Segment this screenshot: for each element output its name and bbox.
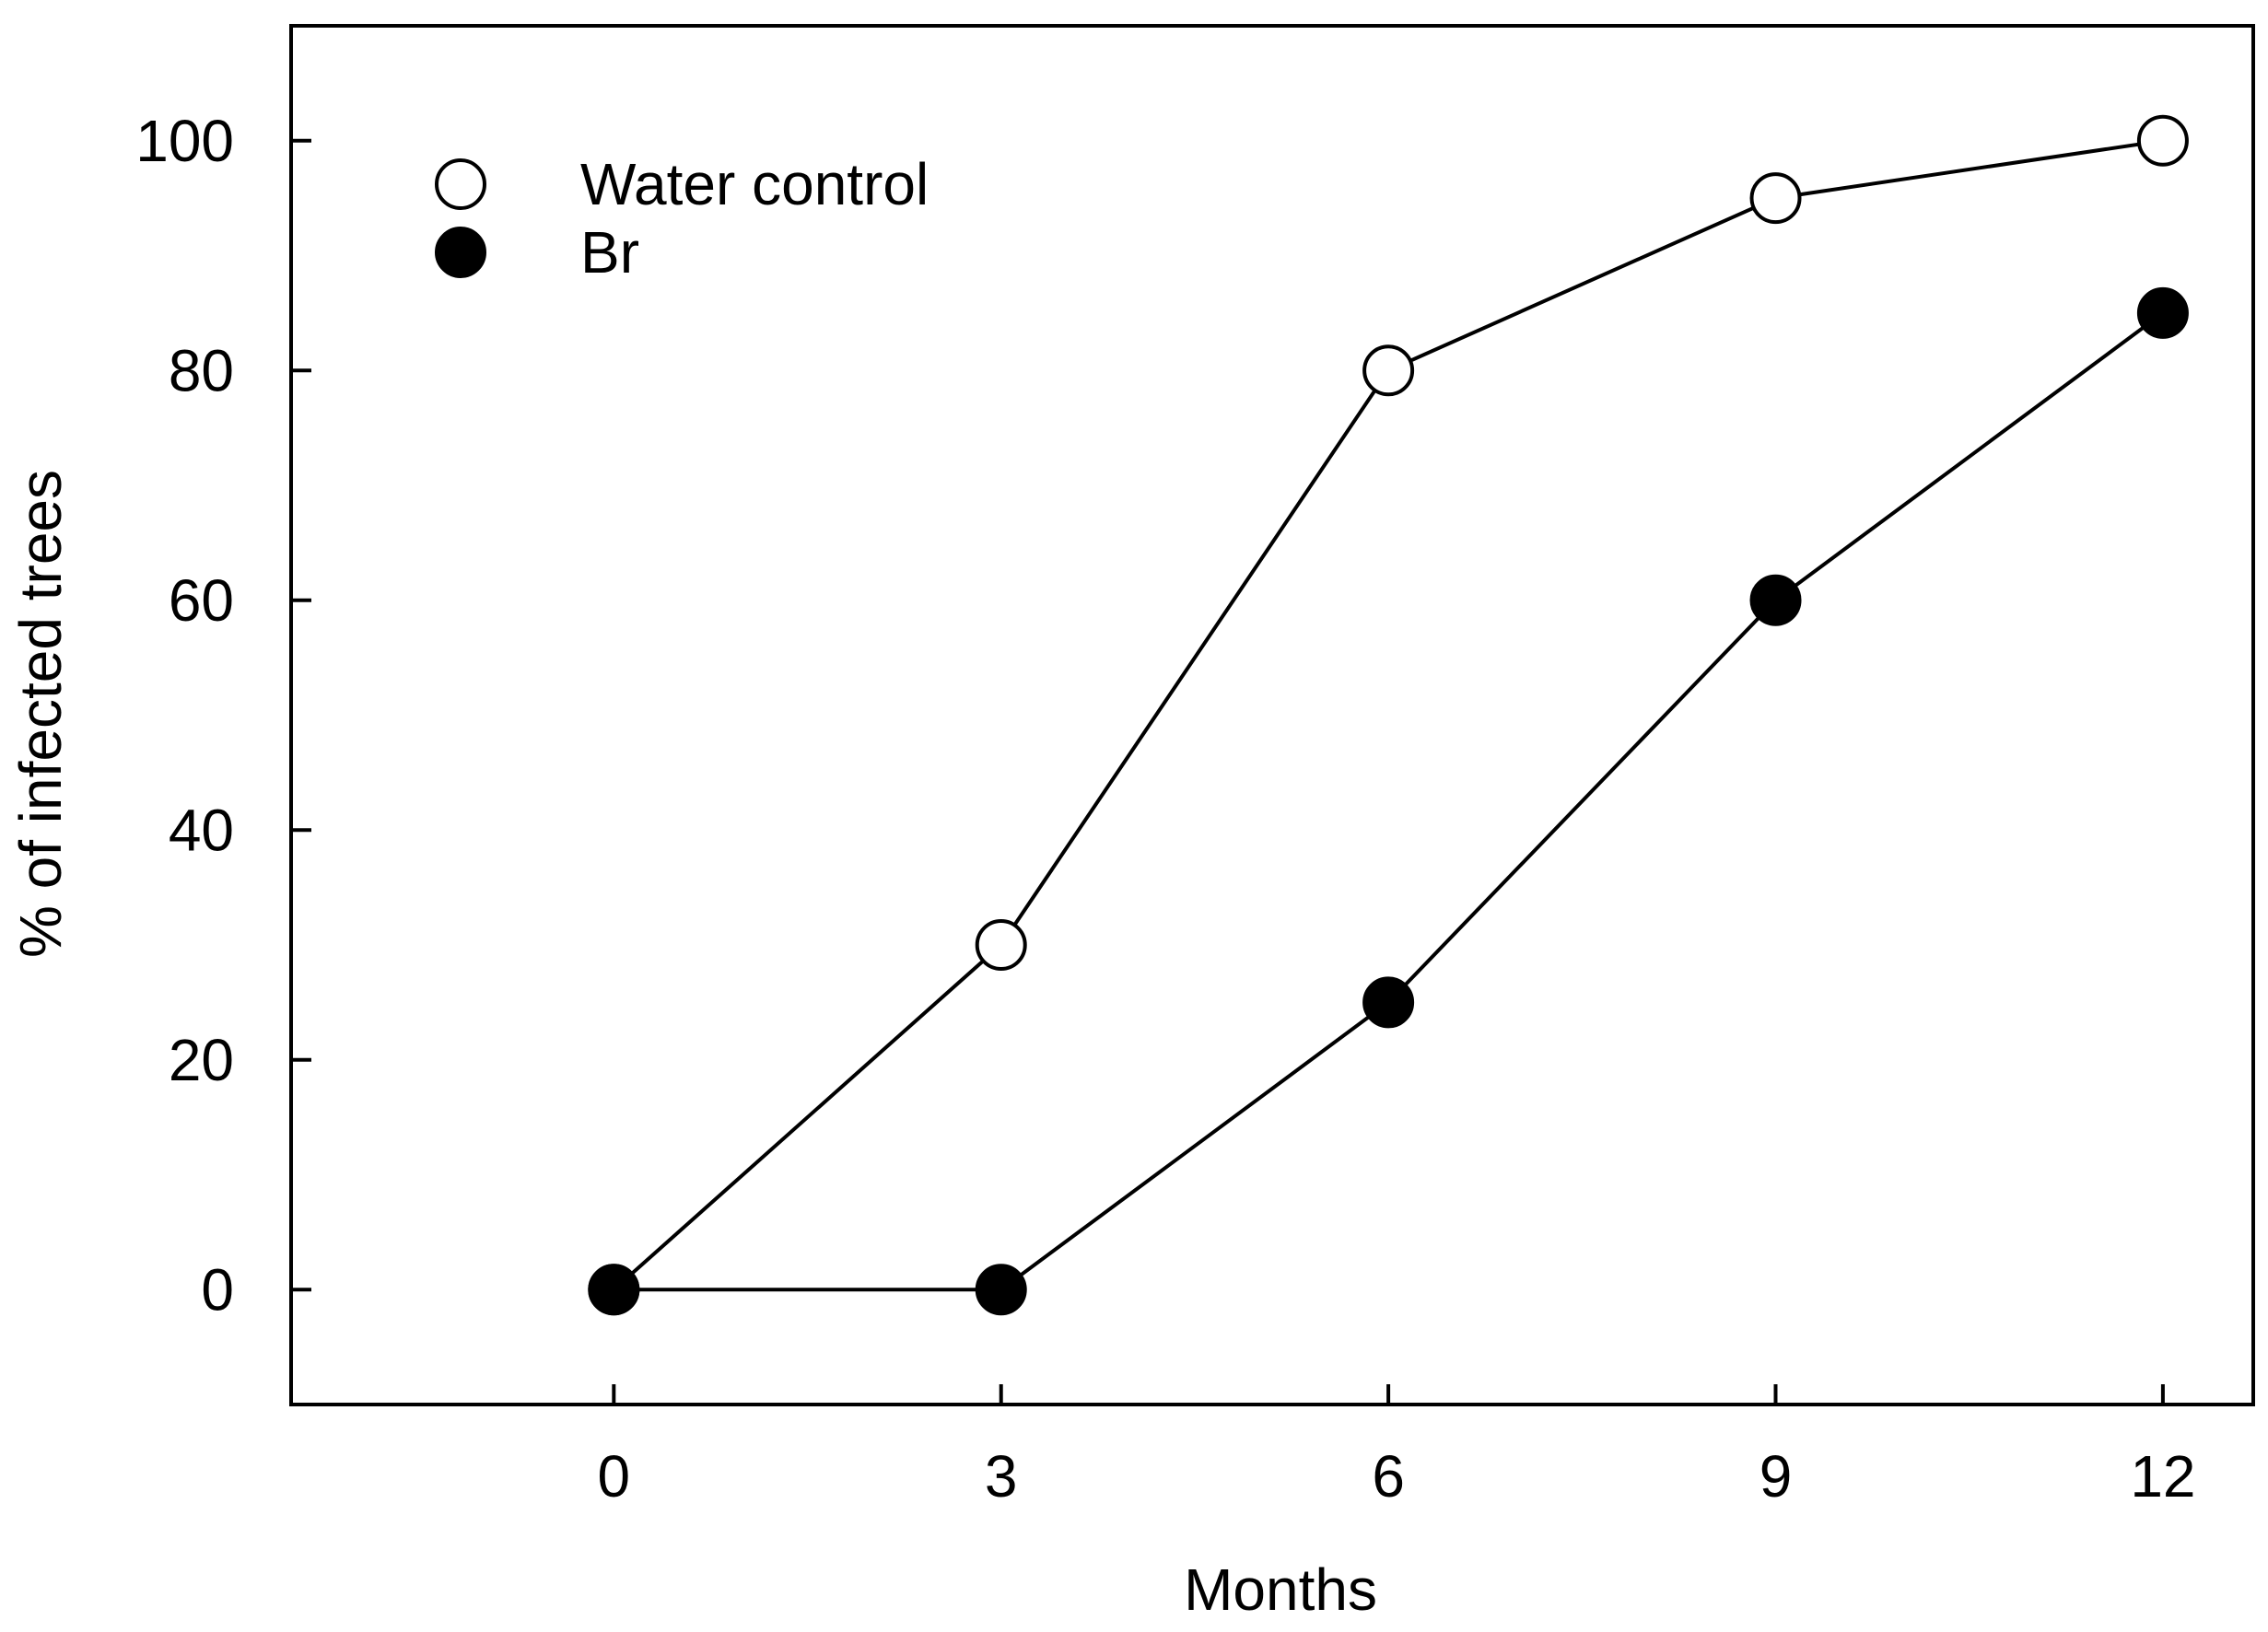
- x-tick-label: 12: [2130, 1443, 2195, 1510]
- point-br: [1362, 976, 1415, 1029]
- legend-marker-water-control: [435, 158, 486, 210]
- plot-frame: [289, 24, 2255, 1406]
- y-tick-label: 40: [169, 797, 234, 863]
- point-br: [975, 1264, 1027, 1316]
- x-tick-label: 3: [985, 1443, 1018, 1510]
- legend-label-water-control: Water control: [580, 151, 929, 217]
- x-tick-label: 0: [598, 1443, 631, 1510]
- point-water-control: [1749, 172, 1802, 225]
- x-axis-label: Months: [1184, 1556, 1377, 1623]
- legend-marker-br: [435, 227, 486, 278]
- point-br: [2136, 286, 2189, 339]
- point-br: [588, 1264, 640, 1316]
- y-axis-label: % of infected trees: [7, 470, 74, 958]
- point-water-control: [975, 919, 1027, 971]
- point-br: [1749, 574, 1802, 626]
- legend-label-br: Br: [580, 219, 639, 286]
- point-water-control: [2136, 114, 2189, 167]
- x-axis: 0 3 6 9 12: [598, 1384, 2196, 1510]
- y-tick-label: 60: [169, 567, 234, 634]
- y-tick-label: 0: [201, 1256, 234, 1323]
- series-line-water-control: [612, 138, 2164, 1291]
- series-line-br: [614, 311, 2165, 1292]
- y-tick-label: 80: [169, 337, 234, 403]
- y-axis: 0 20 40 60 80 100: [135, 108, 311, 1323]
- x-tick-label: 6: [1372, 1443, 1405, 1510]
- y-tick-label: 20: [169, 1027, 234, 1093]
- series-markers: [588, 114, 2189, 1316]
- series-lines: [612, 138, 2165, 1292]
- x-tick-label: 9: [1759, 1443, 1793, 1510]
- y-tick-label: 100: [135, 108, 234, 174]
- point-water-control: [1362, 344, 1415, 397]
